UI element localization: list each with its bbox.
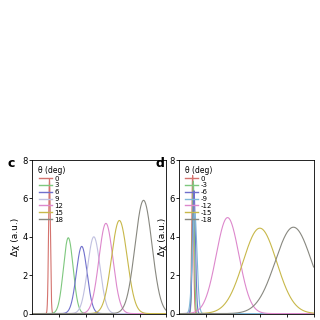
Legend: 0, 3, 6, 9, 12, 15, 18: 0, 3, 6, 9, 12, 15, 18 (37, 165, 66, 223)
Y-axis label: Δχ (a.u.): Δχ (a.u.) (158, 218, 167, 256)
Legend: 0, -3, -6, -9, -12, -15, -18: 0, -3, -6, -9, -12, -15, -18 (184, 165, 213, 223)
Text: d: d (155, 157, 164, 170)
Y-axis label: Δχ (a.u.): Δχ (a.u.) (11, 218, 20, 256)
Text: c: c (8, 157, 15, 170)
